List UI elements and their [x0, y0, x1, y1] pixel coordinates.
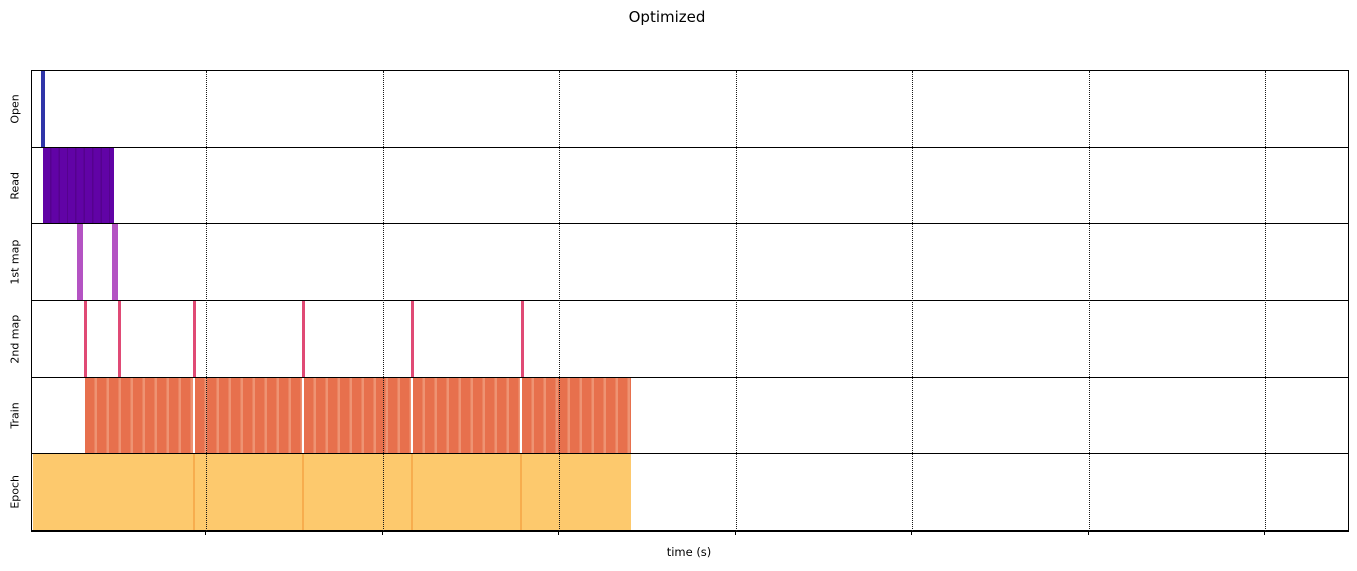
event-bar: [520, 454, 522, 530]
gridline: [912, 71, 913, 531]
row-open: Open: [9, 71, 1348, 148]
figure-title: Optimized: [628, 8, 706, 26]
event-bar: [41, 71, 45, 147]
event-bar: [33, 454, 631, 530]
event-bar: [521, 300, 524, 377]
event-bar: [195, 377, 302, 454]
gridline: [382, 71, 384, 531]
event-bar: [411, 300, 414, 377]
event-bar: [43, 147, 114, 224]
row-label: 2nd map: [8, 314, 22, 364]
event-bar: [112, 224, 118, 300]
tick-mark: [381, 531, 383, 535]
tick-mark: [558, 531, 560, 535]
row-label: Epoch: [8, 475, 22, 509]
event-bar: [85, 377, 193, 454]
row-train: Train: [9, 377, 1348, 455]
event-bar: [411, 454, 413, 530]
row-epoch: Epoch: [9, 454, 1348, 531]
row-label: 1st map: [8, 239, 22, 285]
gridline: [1265, 71, 1266, 531]
event-bar: [77, 224, 83, 300]
gridline: [1088, 71, 1090, 531]
gridline: [206, 71, 207, 531]
row-label: Open: [8, 94, 22, 124]
tick-mark: [205, 531, 207, 535]
row-label: Train: [8, 402, 22, 429]
event-bar: [522, 377, 631, 454]
event-bar: [193, 454, 195, 530]
x-axis-label: time (s): [666, 545, 712, 559]
tick-mark: [734, 531, 736, 535]
x-axis-ticks: [31, 531, 1347, 536]
event-bar: [413, 377, 520, 454]
event-bar: [193, 300, 196, 377]
tick-mark: [1264, 531, 1266, 535]
event-bar: [302, 454, 304, 530]
tick-mark: [1087, 531, 1089, 535]
event-bar: [84, 300, 87, 377]
tick-mark: [911, 531, 913, 535]
event-bar: [304, 377, 411, 454]
plot-area: Open Read 1st map 2nd map Train Epoch: [9, 70, 1349, 532]
gridline: [559, 71, 560, 531]
event-bar: [118, 300, 121, 377]
row-2nd-map: 2nd map: [9, 300, 1348, 378]
gridline: [735, 71, 737, 531]
row-label: Read: [8, 171, 22, 200]
event-bar: [302, 300, 305, 377]
row-1st-map: 1st map: [9, 224, 1348, 301]
row-read: Read: [9, 147, 1348, 225]
